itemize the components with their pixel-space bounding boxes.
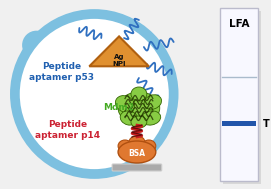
Ellipse shape bbox=[118, 141, 156, 163]
Circle shape bbox=[25, 50, 43, 68]
Text: Ag
NPI: Ag NPI bbox=[112, 53, 126, 67]
Ellipse shape bbox=[131, 116, 147, 128]
Ellipse shape bbox=[118, 140, 132, 152]
Ellipse shape bbox=[115, 96, 135, 112]
Circle shape bbox=[25, 34, 47, 56]
Ellipse shape bbox=[131, 87, 147, 101]
Ellipse shape bbox=[141, 111, 161, 125]
Ellipse shape bbox=[120, 111, 138, 125]
Ellipse shape bbox=[142, 140, 156, 152]
FancyBboxPatch shape bbox=[112, 164, 162, 171]
Ellipse shape bbox=[129, 136, 145, 148]
Text: T: T bbox=[263, 119, 270, 129]
Text: Peptide
aptamer p14: Peptide aptamer p14 bbox=[35, 120, 100, 140]
Text: Peptide
aptamer p53: Peptide aptamer p53 bbox=[29, 62, 94, 82]
Text: Mdm2: Mdm2 bbox=[104, 104, 135, 112]
Circle shape bbox=[15, 14, 174, 174]
FancyBboxPatch shape bbox=[223, 11, 261, 184]
Text: BSA: BSA bbox=[128, 149, 146, 159]
FancyBboxPatch shape bbox=[220, 8, 258, 181]
Ellipse shape bbox=[144, 95, 162, 109]
Ellipse shape bbox=[118, 92, 160, 124]
Polygon shape bbox=[89, 36, 149, 66]
Text: LFA: LFA bbox=[229, 19, 249, 29]
Bar bbox=[222, 121, 256, 126]
